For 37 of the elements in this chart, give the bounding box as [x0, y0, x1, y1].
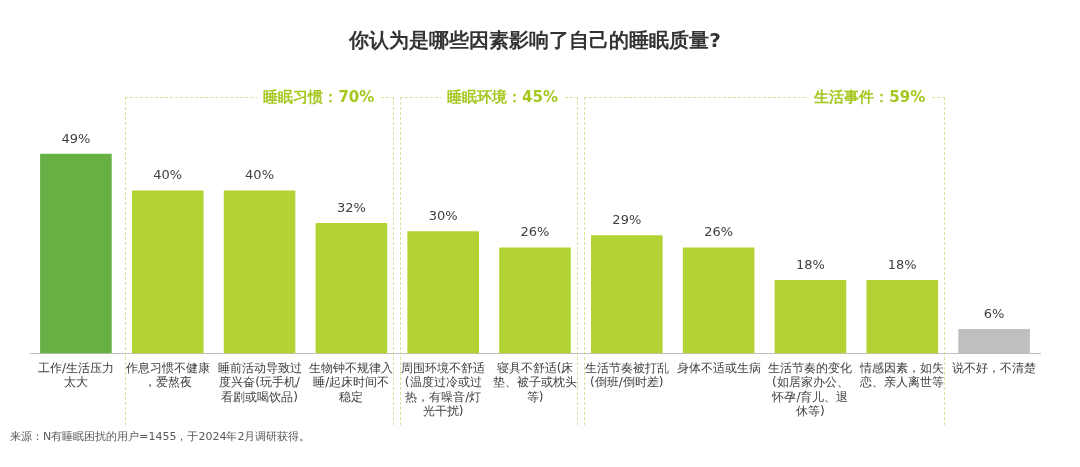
bar [682, 247, 755, 354]
x-tick-label: 工作/生活压力太大 [37, 360, 114, 390]
bar [866, 280, 939, 354]
bar [315, 223, 388, 354]
data-label: 18% [887, 256, 917, 272]
text: 生活事件：59% [808, 88, 932, 106]
x-tick-label: 生物钟不规律入睡/起床时间不稳定 [309, 360, 394, 404]
data-label: 26% [520, 224, 550, 240]
data-label: 29% [612, 212, 642, 228]
bar [131, 190, 204, 354]
data-label: 30% [428, 208, 458, 224]
bar [407, 231, 479, 354]
text: 睡眠习惯：70% [257, 88, 381, 106]
chart-title: 你认为是哪些因素影响了自己的睡眠质量? [348, 28, 721, 53]
x-tick-label: 睡前活动导致过度兴奋(玩手机/看剧或喝饮品) [217, 360, 302, 404]
bar [223, 190, 296, 354]
text: 睡眠环境：45% [441, 88, 564, 106]
x-tick-label: 生活节奏被打乱(倒班/倒时差) [584, 360, 669, 390]
x-tick-label: 说不好，不清楚 [952, 360, 1037, 375]
source-note: 来源：N有睡眠困扰的用户=1455，于2024年2月调研获得。 [10, 429, 311, 443]
bar [40, 153, 112, 354]
bar [499, 247, 571, 354]
data-label: 26% [704, 224, 734, 240]
x-tick-label: 生活节奏的变化(如居家办公、怀孕/育儿、退休等) [768, 360, 853, 418]
x-tick-label: 周围环境不舒适(温度过冷或过热，有噪音/灯光干扰) [401, 360, 486, 418]
bar [591, 235, 663, 354]
data-label: 40% [153, 167, 183, 183]
data-label: 49% [61, 130, 91, 146]
x-tick-label: 身体不适或生病 [676, 360, 761, 375]
bar [774, 280, 847, 354]
data-label: 40% [245, 167, 274, 183]
data-label: 18% [796, 256, 825, 272]
data-label: 6% [983, 305, 1005, 321]
x-tick-label: 情感因素，如失恋、亲人离世等 [859, 360, 945, 390]
x-tick-label: 作息习惯不健康，爱熬夜 [124, 360, 210, 390]
data-label: 32% [336, 199, 366, 215]
x-tick-label: 寝具不舒适(床垫、被子或枕头等) [493, 360, 577, 404]
